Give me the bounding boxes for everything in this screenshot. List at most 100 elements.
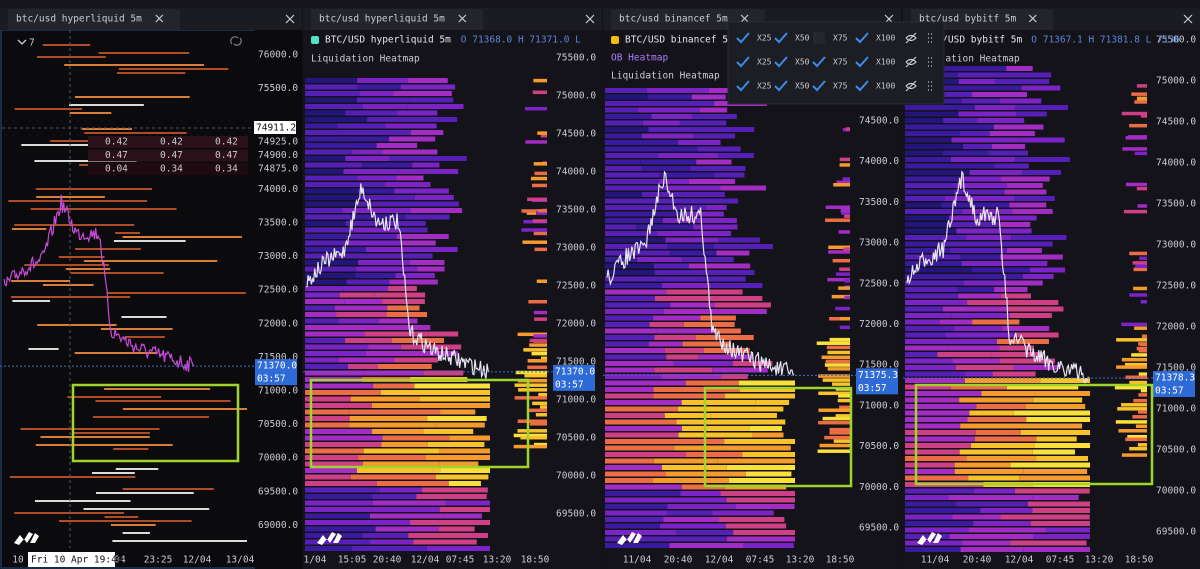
heatmap-bar	[658, 179, 689, 184]
checkbox-checked[interactable]	[855, 32, 869, 44]
liquidity-bar	[533, 310, 547, 315]
price-tick-label: 70500.0	[859, 441, 899, 452]
heatmap-bar	[700, 315, 736, 321]
heatmap-bar	[1010, 540, 1087, 546]
liquidity-bar	[515, 370, 547, 375]
heatmap-bar	[605, 198, 642, 204]
heatmap-bar	[951, 313, 1010, 318]
visibility-icon[interactable]	[905, 80, 917, 92]
heatmap-bar	[678, 432, 753, 438]
liquidity-bar	[1137, 204, 1147, 208]
heatmap-bar	[905, 514, 953, 520]
tab-title[interactable]: btc/usd bybitf 5m	[919, 14, 1017, 25]
heatmap-bar	[305, 117, 368, 122]
heatmap-bar	[305, 325, 348, 330]
legend-toggle[interactable]	[17, 39, 27, 45]
tab-title[interactable]: btc/usd hyperliquid 5m	[16, 14, 142, 25]
heatmap-bar	[905, 293, 959, 299]
heatmap-line	[98, 52, 190, 54]
heatmap-bar	[958, 111, 1017, 117]
heatmap-bar	[350, 474, 436, 480]
panel-close-icon[interactable]	[285, 14, 295, 24]
liquidity-bar	[835, 414, 850, 418]
checkbox-checked[interactable]	[812, 56, 826, 68]
checkbox-checked[interactable]	[774, 32, 788, 44]
heatmap-bar	[905, 163, 952, 169]
heatmap-bar	[955, 124, 994, 130]
heatmap-bar	[905, 261, 962, 266]
heatmap-bar	[371, 429, 424, 434]
heatmap-bar	[605, 335, 655, 340]
heatmap-bar	[605, 439, 682, 444]
liquidity-bar	[537, 131, 547, 135]
tab[interactable]	[911, 9, 1053, 30]
heatmap-bar	[305, 442, 382, 447]
heatmap-bar	[724, 439, 795, 444]
visibility-icon[interactable]	[905, 56, 917, 68]
heatmap-bar	[905, 306, 943, 312]
drag-handle[interactable]	[928, 81, 932, 91]
heatmap-bar	[412, 162, 440, 168]
heatmap-bar	[605, 510, 668, 516]
drag-handle[interactable]	[928, 33, 932, 43]
tab-close-icon[interactable]	[458, 14, 467, 23]
liquidity-bar	[1140, 388, 1147, 393]
heatmap-bar	[343, 169, 398, 174]
heatmap-bar	[960, 254, 1000, 260]
checkbox-checked[interactable]	[855, 80, 869, 92]
checkbox-checked[interactable]	[736, 56, 750, 68]
tab-title[interactable]: btc/usd binancef 5m	[619, 14, 728, 25]
price-tick-label: 70000.0	[859, 482, 899, 493]
checkbox-checked[interactable]	[736, 32, 750, 44]
heatmap-bar	[992, 371, 1036, 377]
price-tick-label: 71500.0	[258, 352, 298, 363]
heatmap-bar	[954, 469, 1024, 474]
tab[interactable]	[611, 9, 765, 30]
heatmap-bar	[370, 539, 414, 545]
heatmap-bar	[345, 338, 392, 343]
heatmap-bar	[693, 224, 738, 230]
checkbox-checked[interactable]	[855, 56, 869, 68]
heatmap-bar	[382, 149, 438, 155]
heatmap-bar	[1006, 66, 1033, 71]
tab-close-icon[interactable]	[155, 14, 164, 23]
heatmap-bar	[961, 98, 1000, 104]
heatmap-bar	[905, 170, 970, 175]
heatmap-bar	[305, 520, 354, 525]
heatmap-bar	[641, 133, 694, 139]
panel-close-icon[interactable]	[1183, 14, 1193, 24]
liquidity-bar	[839, 157, 850, 162]
tab-title[interactable]: btc/usd hyperliquid 5m	[319, 14, 445, 25]
drag-handle[interactable]	[928, 57, 932, 67]
visibility-icon[interactable]	[905, 32, 917, 44]
tab[interactable]	[311, 9, 483, 30]
liquidity-bar	[832, 382, 850, 386]
liquidity-bar	[527, 365, 547, 370]
heatmap-bar	[1036, 436, 1077, 442]
heatmap-bar	[1032, 508, 1090, 513]
tab[interactable]	[8, 9, 180, 30]
heatmap-bar	[305, 416, 350, 421]
heatmap-bar	[719, 517, 785, 522]
order-book-row	[88, 149, 248, 162]
checkbox-checked[interactable]	[736, 80, 750, 92]
heatmap-bar	[905, 449, 960, 455]
checkbox-checked[interactable]	[812, 80, 826, 92]
liquidity-bar	[1115, 420, 1147, 424]
heatmap-bar	[1026, 417, 1090, 422]
tab-close-icon[interactable]	[1028, 14, 1037, 23]
checkbox-checked[interactable]	[774, 56, 788, 68]
panel-close-icon[interactable]	[585, 14, 595, 24]
heatmap-bar	[305, 221, 346, 226]
heatmap-bar	[947, 222, 1001, 227]
heatmap-bar	[1020, 430, 1090, 435]
heatmap-bar	[409, 97, 454, 103]
heatmap-bar	[905, 443, 972, 448]
heatmap-bar	[661, 465, 727, 470]
order-book-cell: 0.04	[105, 164, 128, 175]
checkbox-checked[interactable]	[774, 80, 788, 92]
checkbox-unchecked[interactable]	[813, 32, 825, 44]
heatmap-line	[42, 44, 91, 46]
heatmap-bar	[974, 436, 1037, 442]
tab-close-icon[interactable]	[740, 14, 749, 23]
